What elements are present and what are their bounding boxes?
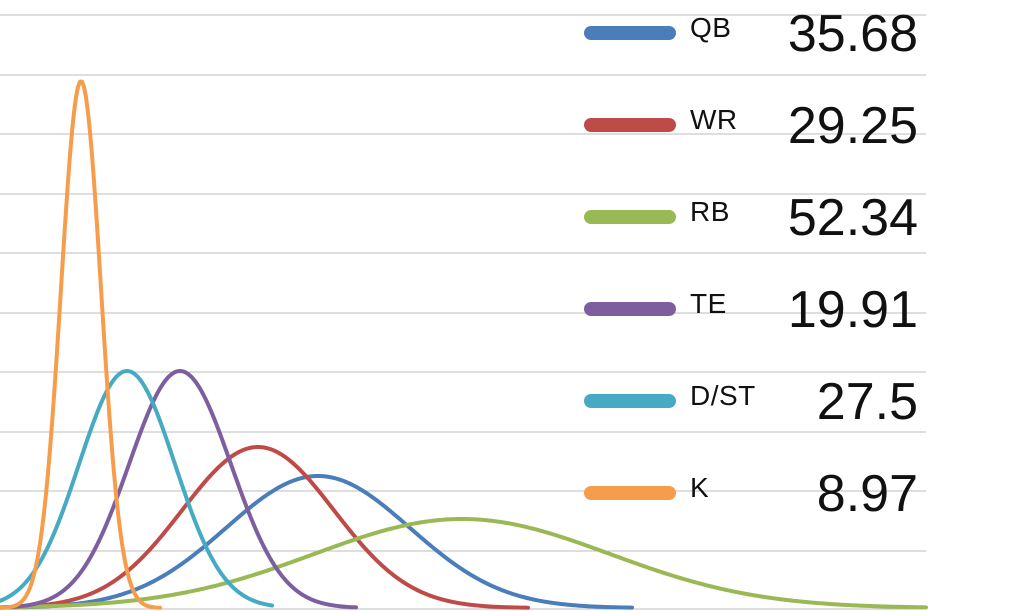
legend-label: TE (690, 288, 727, 319)
legend-value: 27.5 (816, 373, 918, 431)
legend-value: 52.34 (787, 189, 918, 247)
legend-value: 29.25 (787, 97, 918, 155)
legend-swatch (584, 210, 676, 224)
series-line-k (0, 79, 162, 610)
series-line-dst (0, 369, 274, 608)
distribution-curves (0, 79, 928, 610)
legend-item-rb: RB 52.34 (578, 186, 938, 247)
legend-item-k: K 8.97 (578, 462, 938, 523)
legend-item-wr: WR 29.25 (578, 94, 938, 155)
series-line-te (0, 369, 358, 610)
legend-item-dst: D/ST 27.5 (578, 370, 938, 431)
legend-label: D/ST (690, 380, 756, 411)
legend-label: WR (690, 104, 738, 135)
legend-label: QB (690, 12, 732, 43)
legend-value: 19.91 (787, 281, 918, 339)
legend-item-te: TE 19.91 (578, 278, 938, 339)
legend-swatch (584, 486, 676, 500)
legend-swatch (584, 26, 676, 40)
legend-swatch (584, 302, 676, 316)
legend-item-qb: QB 35.68 (578, 2, 938, 63)
legend-swatch (584, 394, 676, 408)
legend-value: 8.97 (816, 465, 918, 523)
series-line-rb (0, 517, 928, 610)
legend: QB 35.68 WR 29.25 RB 52.34 TE 19.91 D/ST… (578, 0, 938, 611)
legend-value: 35.68 (787, 5, 918, 63)
legend-label: K (690, 472, 710, 503)
legend-label: RB (690, 196, 730, 227)
series-line-wr (0, 445, 530, 610)
series-line-qb (0, 474, 634, 610)
legend-swatch (584, 118, 676, 132)
